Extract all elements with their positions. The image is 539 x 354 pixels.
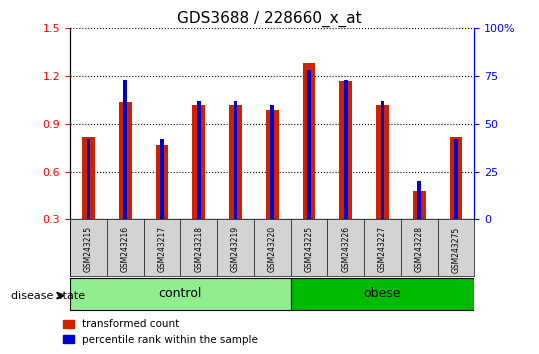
Bar xyxy=(266,109,279,267)
Text: GSM243219: GSM243219 xyxy=(231,226,240,272)
Text: GSM243220: GSM243220 xyxy=(268,226,277,272)
Bar xyxy=(339,81,352,267)
Text: GSM243228: GSM243228 xyxy=(414,226,424,272)
Bar xyxy=(344,80,348,219)
FancyBboxPatch shape xyxy=(70,278,291,310)
Bar xyxy=(87,139,91,219)
Bar xyxy=(197,101,201,219)
Text: GSM243275: GSM243275 xyxy=(452,226,460,273)
Bar xyxy=(302,63,315,267)
Text: GSM243218: GSM243218 xyxy=(194,226,203,272)
Text: GDS3688 / 228660_x_at: GDS3688 / 228660_x_at xyxy=(177,11,362,27)
Bar xyxy=(307,70,311,219)
Text: GSM243216: GSM243216 xyxy=(121,226,130,272)
Text: disease state: disease state xyxy=(11,291,85,301)
Bar xyxy=(229,105,242,267)
Bar xyxy=(82,137,95,267)
Bar xyxy=(160,139,164,219)
Text: obese: obese xyxy=(364,287,401,300)
Bar xyxy=(192,105,205,267)
Bar xyxy=(413,191,426,267)
Bar xyxy=(119,102,132,267)
Bar xyxy=(381,101,384,219)
Bar xyxy=(450,137,462,267)
Bar xyxy=(233,101,237,219)
Bar xyxy=(454,139,458,219)
Bar xyxy=(376,105,389,267)
Text: GSM243225: GSM243225 xyxy=(305,226,314,272)
Text: GSM243217: GSM243217 xyxy=(157,226,167,272)
Legend: transformed count, percentile rank within the sample: transformed count, percentile rank withi… xyxy=(59,315,262,349)
Bar xyxy=(417,181,421,219)
Bar xyxy=(270,105,274,219)
FancyBboxPatch shape xyxy=(291,278,474,310)
Bar xyxy=(123,80,127,219)
Text: control: control xyxy=(158,287,202,300)
Text: GSM243226: GSM243226 xyxy=(341,226,350,272)
Bar xyxy=(156,144,168,267)
Text: GSM243227: GSM243227 xyxy=(378,226,387,272)
Text: GSM243215: GSM243215 xyxy=(84,226,93,272)
